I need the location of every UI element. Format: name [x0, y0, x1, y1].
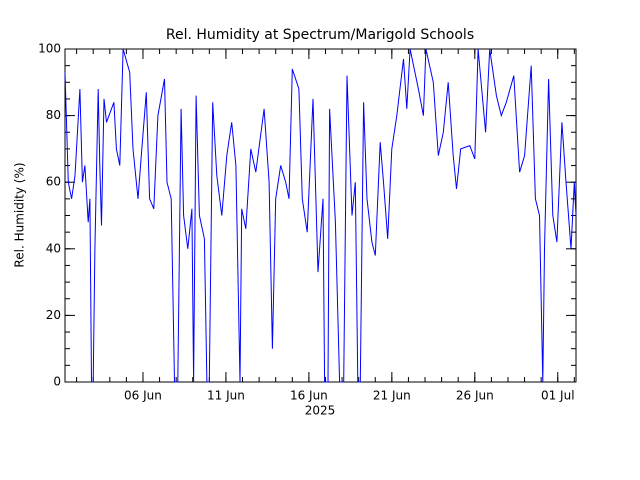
y-tick-label: 20	[46, 308, 61, 322]
humidity-line	[64, 48, 577, 383]
x-axis-label: 2025	[305, 404, 336, 418]
x-tick-label: 21 Jun	[373, 389, 411, 403]
y-tick-label: 0	[53, 375, 61, 389]
x-tick-label: 01 Jul	[541, 389, 575, 403]
y-tick-label: 40	[46, 241, 61, 255]
x-tick-label: 16 Jun	[290, 389, 328, 403]
chart-title: Rel. Humidity at Spectrum/Marigold Schoo…	[166, 27, 474, 43]
x-tick-label: 06 Jun	[124, 389, 162, 403]
x-tick-label: 26 Jun	[456, 389, 494, 403]
y-tick-label: 60	[46, 175, 61, 189]
x-tick-label: 11 Jun	[207, 389, 245, 403]
y-axis-label: Rel. Humidity (%)	[13, 162, 27, 267]
y-tick-label: 80	[46, 108, 61, 122]
y-tick-label: 100	[38, 42, 61, 56]
